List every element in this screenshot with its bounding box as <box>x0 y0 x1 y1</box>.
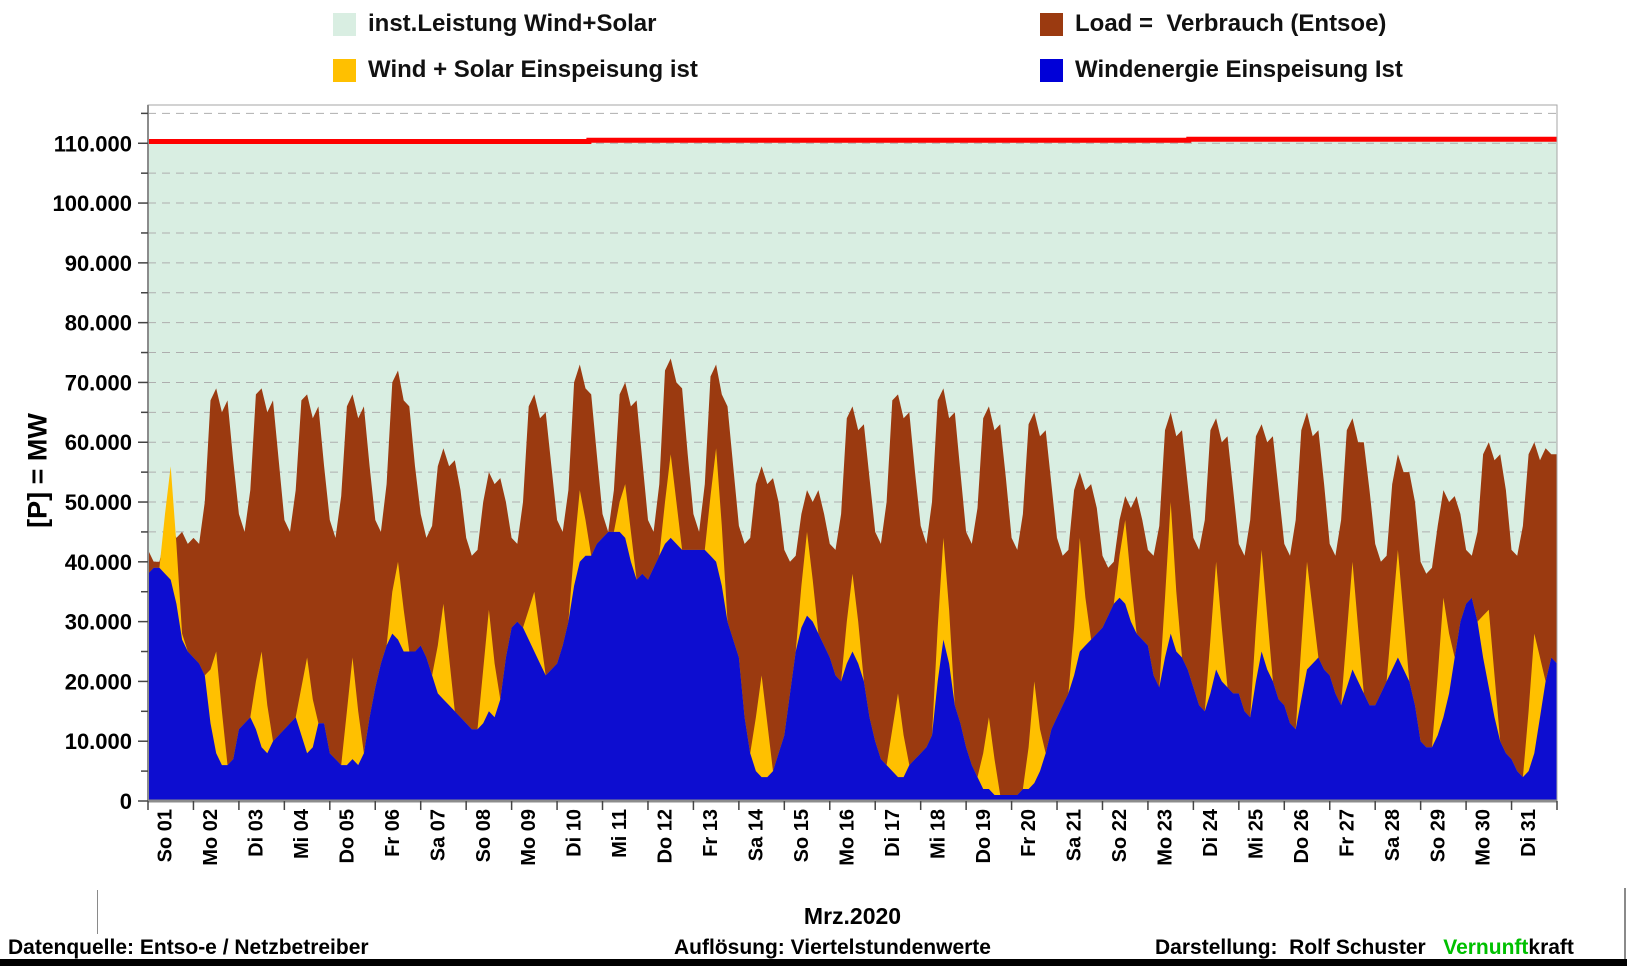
x-day-label: Mi 18 <box>927 809 949 859</box>
x-day-label: So 29 <box>1427 809 1449 862</box>
x-day-label: Di 03 <box>246 809 268 857</box>
wind-swatch-icon <box>1040 58 1063 82</box>
x-day-label: Di 31 <box>1518 809 1540 857</box>
y-tick-label: 40.000 <box>65 550 132 575</box>
x-day-label: Sa 21 <box>1064 809 1086 861</box>
x-day-label: So 01 <box>155 809 177 862</box>
y-tick-label: 100.000 <box>52 191 132 216</box>
y-tick-label: 80.000 <box>65 311 132 336</box>
x-day-label: Sa 14 <box>746 808 768 861</box>
x-day-label: Fr 20 <box>1018 809 1040 857</box>
y-tick-label: 50.000 <box>65 490 132 515</box>
y-tick-label: 60.000 <box>65 430 132 455</box>
footer-credit-label: Darstellung: Rolf Schuster <box>1155 936 1444 959</box>
legend-item-wind: Windenergie Einspeisung Ist <box>1040 56 1403 84</box>
x-day-label: Fr 13 <box>700 809 722 857</box>
chart-svg: 0 10.000 20.000 30.000 40.000 50.000 60.000 70.… <box>52 104 1558 866</box>
x-day-label: Mi 04 <box>291 808 313 859</box>
bottom-border-bar <box>0 959 1627 966</box>
x-day-label: Fr 27 <box>1336 809 1358 857</box>
x-day-label: Mi 11 <box>609 809 631 858</box>
legend-label-load: Load = Verbrauch (Entsoe) <box>1075 10 1387 37</box>
brand-vernunft: Vernunft <box>1443 936 1529 959</box>
brand-kraft: kraft <box>1528 936 1574 959</box>
windsolar-swatch-icon <box>333 58 356 82</box>
y-axis-title: [P] = MW <box>22 413 53 528</box>
x-day-label: So 08 <box>473 809 495 862</box>
chart-plot-area: 0 10.000 20.000 30.000 40.000 50.000 60.000 70.… <box>52 104 1558 866</box>
x-day-label: Do 12 <box>655 809 677 863</box>
legend-label-wind: Windenergie Einspeisung Ist <box>1075 56 1403 83</box>
y-tick-label: 0 <box>120 789 132 814</box>
legend-item-windsolar: Wind + Solar Einspeisung ist <box>333 56 698 84</box>
x-day-label: Mo 09 <box>518 809 540 866</box>
x-axis-month-label: Mrz.2020 <box>803 903 902 929</box>
x-day-label: Di 24 <box>1200 808 1222 857</box>
y-tick-label: 10.000 <box>65 729 132 754</box>
footer-resolution: Auflösung: Viertelstundenwerte <box>674 936 991 959</box>
x-day-label: Mi 25 <box>1246 809 1268 859</box>
legend-item-load: Load = Verbrauch (Entsoe) <box>1040 10 1386 38</box>
y-tick-label: 90.000 <box>65 251 132 276</box>
footer-credit: Darstellung: Rolf Schuster Vernunftkraft <box>1155 936 1574 960</box>
x-day-label: Do 05 <box>336 809 358 863</box>
x-day-label: Mo 16 <box>836 809 858 866</box>
x-day-label: Fr 06 <box>382 809 404 857</box>
legend-label-windsolar: Wind + Solar Einspeisung ist <box>368 56 698 83</box>
legend-label-capacity: inst.Leistung Wind+Solar <box>368 10 657 37</box>
load-swatch-icon <box>1040 12 1063 36</box>
x-day-label: So 22 <box>1109 809 1131 862</box>
footer: Datenquelle: Entso-e / Netzbetreiber Auf… <box>0 936 1627 962</box>
x-day-label: Mo 02 <box>200 809 222 866</box>
x-day-label: Do 26 <box>1291 809 1313 863</box>
axis-remnant-line <box>97 890 98 934</box>
y-tick-label: 70.000 <box>65 370 132 395</box>
legend-item-capacity: inst.Leistung Wind+Solar <box>333 10 656 38</box>
x-day-label: Di 17 <box>882 809 904 857</box>
x-day-label: Mo 23 <box>1155 809 1177 866</box>
x-day-label: Do 19 <box>973 809 995 863</box>
x-day-label: Mo 30 <box>1473 809 1495 866</box>
y-tick-label: 30.000 <box>65 610 132 635</box>
capacity-line <box>148 136 1557 144</box>
y-tick-label: 110.000 <box>54 131 132 156</box>
wind-area <box>148 531 1557 801</box>
chart-border-remnant <box>1624 888 1626 960</box>
x-day-label: Sa 07 <box>427 809 449 861</box>
x-day-label: Sa 28 <box>1382 809 1404 861</box>
capacity-swatch-icon <box>333 12 356 36</box>
footer-datasource: Datenquelle: Entso-e / Netzbetreiber <box>8 936 369 959</box>
y-tick-label: 20.000 <box>65 669 132 694</box>
x-day-label: Di 10 <box>564 809 586 857</box>
x-day-label: So 15 <box>791 809 813 862</box>
